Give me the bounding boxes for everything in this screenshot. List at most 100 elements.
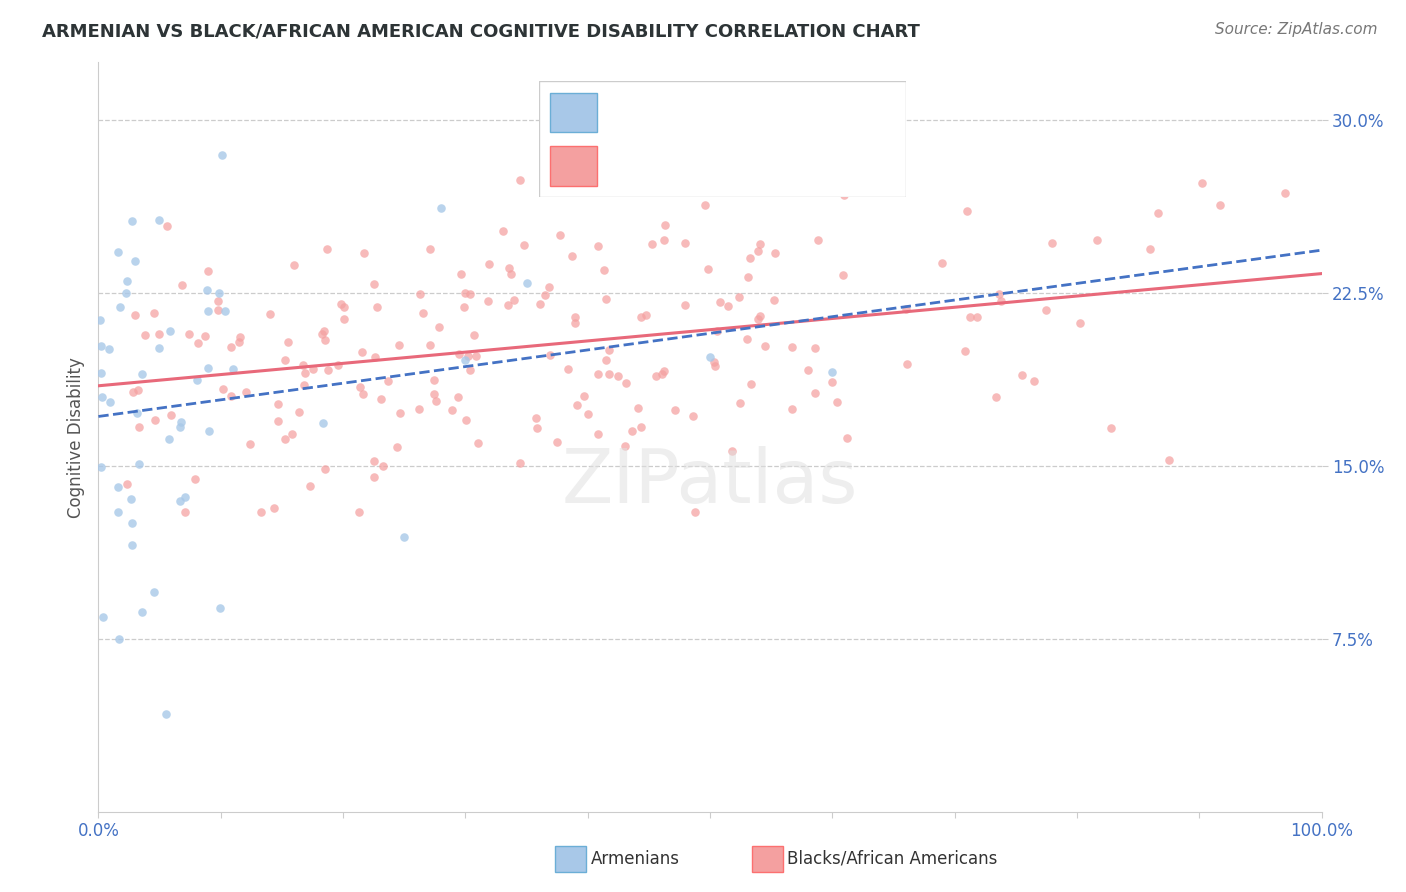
Point: [748, 310, 770, 324]
Point: [408, 402, 430, 417]
Point: [654, 218, 676, 232]
Point: [127, 383, 149, 397]
Point: [170, 415, 193, 429]
Point: [1099, 421, 1122, 435]
Point: [706, 324, 728, 338]
Point: [366, 300, 388, 314]
Point: [780, 340, 803, 354]
Point: [197, 264, 219, 278]
Point: [546, 435, 568, 450]
Point: [208, 600, 231, 615]
Point: [90, 339, 112, 353]
Point: [990, 293, 1012, 308]
Point: [987, 287, 1010, 301]
Point: [314, 461, 336, 475]
Point: [419, 243, 441, 257]
Point: [652, 364, 675, 378]
Point: [207, 302, 229, 317]
Point: [931, 256, 953, 270]
Point: [110, 300, 132, 314]
Point: [953, 343, 976, 358]
Point: [627, 401, 650, 416]
Point: [120, 492, 142, 507]
Point: [630, 419, 652, 434]
Point: [312, 324, 335, 338]
Point: [763, 293, 786, 307]
Point: [509, 173, 531, 187]
Point: [478, 257, 501, 271]
Point: [170, 278, 193, 293]
Point: [709, 295, 731, 310]
Point: [737, 270, 759, 285]
Point: [131, 367, 153, 381]
Point: [121, 516, 143, 530]
Point: [524, 410, 547, 425]
Point: [673, 235, 696, 250]
Point: [561, 249, 583, 263]
Point: [797, 363, 820, 377]
Point: [464, 349, 486, 363]
Point: [198, 424, 221, 438]
Point: [447, 390, 470, 404]
Point: [614, 439, 637, 453]
Point: [831, 268, 853, 283]
Point: [803, 341, 825, 355]
Point: [363, 277, 385, 292]
Point: [576, 407, 599, 421]
Point: [273, 353, 295, 368]
Point: [98, 342, 121, 356]
Point: [409, 287, 432, 301]
Point: [263, 500, 285, 515]
Point: [195, 284, 218, 298]
Point: [197, 361, 219, 376]
Point: [128, 458, 150, 472]
Point: [332, 300, 354, 314]
Point: [513, 237, 536, 252]
Point: [664, 403, 686, 417]
Point: [349, 505, 371, 519]
Point: [211, 147, 233, 161]
Point: [1147, 206, 1170, 220]
Point: [693, 198, 716, 212]
Point: [533, 287, 555, 301]
Point: [287, 405, 309, 419]
Point: [134, 328, 156, 343]
Point: [194, 329, 217, 343]
Point: [91, 610, 114, 624]
Point: [557, 362, 579, 376]
Text: Armenians: Armenians: [591, 850, 679, 868]
Point: [121, 538, 143, 552]
Point: [529, 297, 551, 311]
Point: [169, 494, 191, 508]
Point: [595, 352, 617, 367]
Point: [208, 285, 231, 300]
Point: [239, 437, 262, 451]
Y-axis label: Cognitive Disability: Cognitive Disability: [66, 357, 84, 517]
Text: Blacks/African Americans: Blacks/African Americans: [787, 850, 998, 868]
Point: [685, 505, 707, 519]
Point: [157, 432, 180, 446]
Point: [291, 358, 314, 372]
Point: [274, 432, 297, 446]
Point: [388, 337, 411, 351]
Point: [419, 337, 441, 351]
Point: [124, 308, 146, 322]
Point: [703, 355, 725, 369]
Point: [316, 242, 339, 256]
Point: [155, 707, 177, 722]
Point: [430, 201, 453, 215]
Point: [183, 472, 205, 486]
Text: Source: ZipAtlas.com: Source: ZipAtlas.com: [1215, 22, 1378, 37]
Point: [292, 377, 315, 392]
Point: [174, 491, 197, 505]
Point: [458, 286, 481, 301]
Point: [548, 227, 571, 242]
Point: [187, 336, 209, 351]
Point: [804, 386, 827, 401]
Point: [302, 361, 325, 376]
Point: [1087, 233, 1109, 247]
Point: [1157, 453, 1180, 467]
Point: [621, 424, 644, 438]
Point: [1035, 302, 1057, 317]
Point: [353, 246, 375, 260]
